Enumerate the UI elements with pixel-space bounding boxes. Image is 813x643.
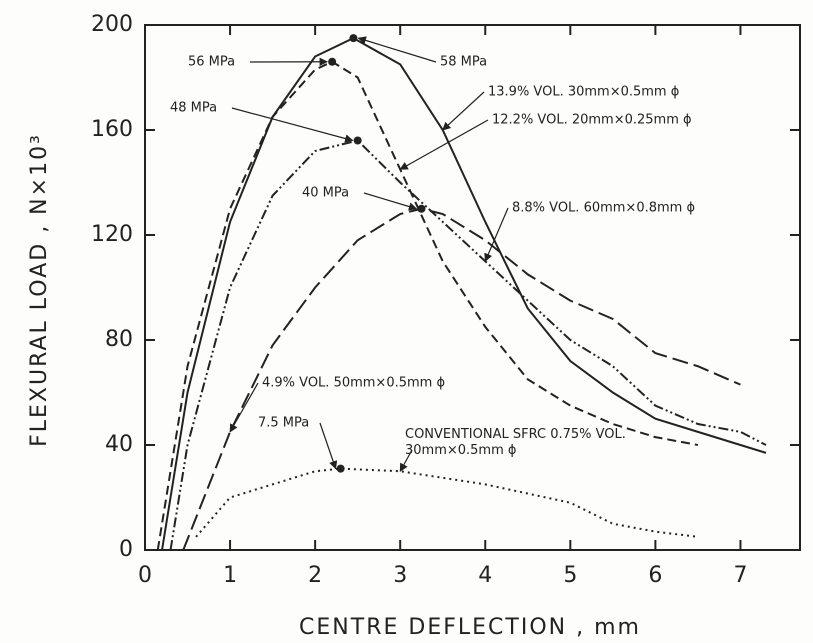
- peak-label: 58 MPa: [440, 55, 487, 70]
- label-arrow: [229, 382, 259, 433]
- annotation-arrow: [319, 422, 338, 470]
- x-tick-label: 3: [393, 563, 407, 588]
- x-tick-label: 4: [478, 563, 492, 588]
- series-line: [156, 60, 699, 551]
- peak-marker: [353, 136, 362, 145]
- plot-frame: [144, 24, 801, 551]
- annotation-arrow: [363, 192, 418, 211]
- y-axis-label: FLEXURAL LOAD , N×10³: [27, 133, 52, 447]
- y-tick-label: 120: [91, 222, 133, 247]
- x-tick-label: 1: [223, 563, 237, 588]
- x-tick-label: 7: [733, 563, 747, 588]
- series-label: 13.9% VOL. 30mm×0.5mm ϕ: [488, 85, 679, 100]
- y-tick-label: 80: [105, 327, 133, 352]
- series-label: CONVENTIONAL SFRC 0.75% VOL. 30mm×0.5mm …: [405, 427, 626, 458]
- annotation-arrow: [231, 107, 354, 143]
- y-tick-label: 0: [119, 537, 133, 562]
- peak-label: 40 MPa: [302, 186, 349, 201]
- peak-label: 56 MPa: [188, 55, 235, 70]
- y-tick-label: 40: [105, 432, 133, 457]
- label-arrow: [399, 119, 489, 170]
- label-arrow: [399, 449, 413, 472]
- x-tick-label: 2: [308, 563, 322, 588]
- label-arrow: [484, 207, 509, 263]
- x-tick-label: 5: [563, 563, 577, 588]
- series-line: [195, 467, 699, 538]
- peak-label: 48 MPa: [170, 101, 217, 116]
- series-label: 4.9% VOL. 50mm×0.5mm ϕ: [262, 376, 445, 391]
- x-axis-label: CENTRE DEFLECTION , mm: [299, 615, 641, 640]
- series-line: [169, 139, 767, 551]
- peak-marker: [349, 34, 358, 43]
- y-tick-label: 200: [91, 12, 133, 37]
- peak-marker: [417, 204, 426, 213]
- x-tick-label: 6: [648, 563, 662, 588]
- label-arrow: [442, 91, 485, 131]
- annotation-arrow: [357, 36, 437, 63]
- peak-marker: [328, 57, 337, 66]
- series-line: [182, 207, 741, 551]
- series-line: [161, 36, 767, 551]
- y-tick-label: 160: [91, 117, 133, 142]
- peak-label: 7.5 MPa: [258, 416, 309, 431]
- series-label: 12.2% VOL. 20mm×0.25mm ϕ: [492, 113, 692, 128]
- peak-marker: [336, 464, 345, 473]
- x-tick-label: 0: [138, 563, 152, 588]
- series-label: 8.8% VOL. 60mm×0.8mm ϕ: [512, 201, 695, 216]
